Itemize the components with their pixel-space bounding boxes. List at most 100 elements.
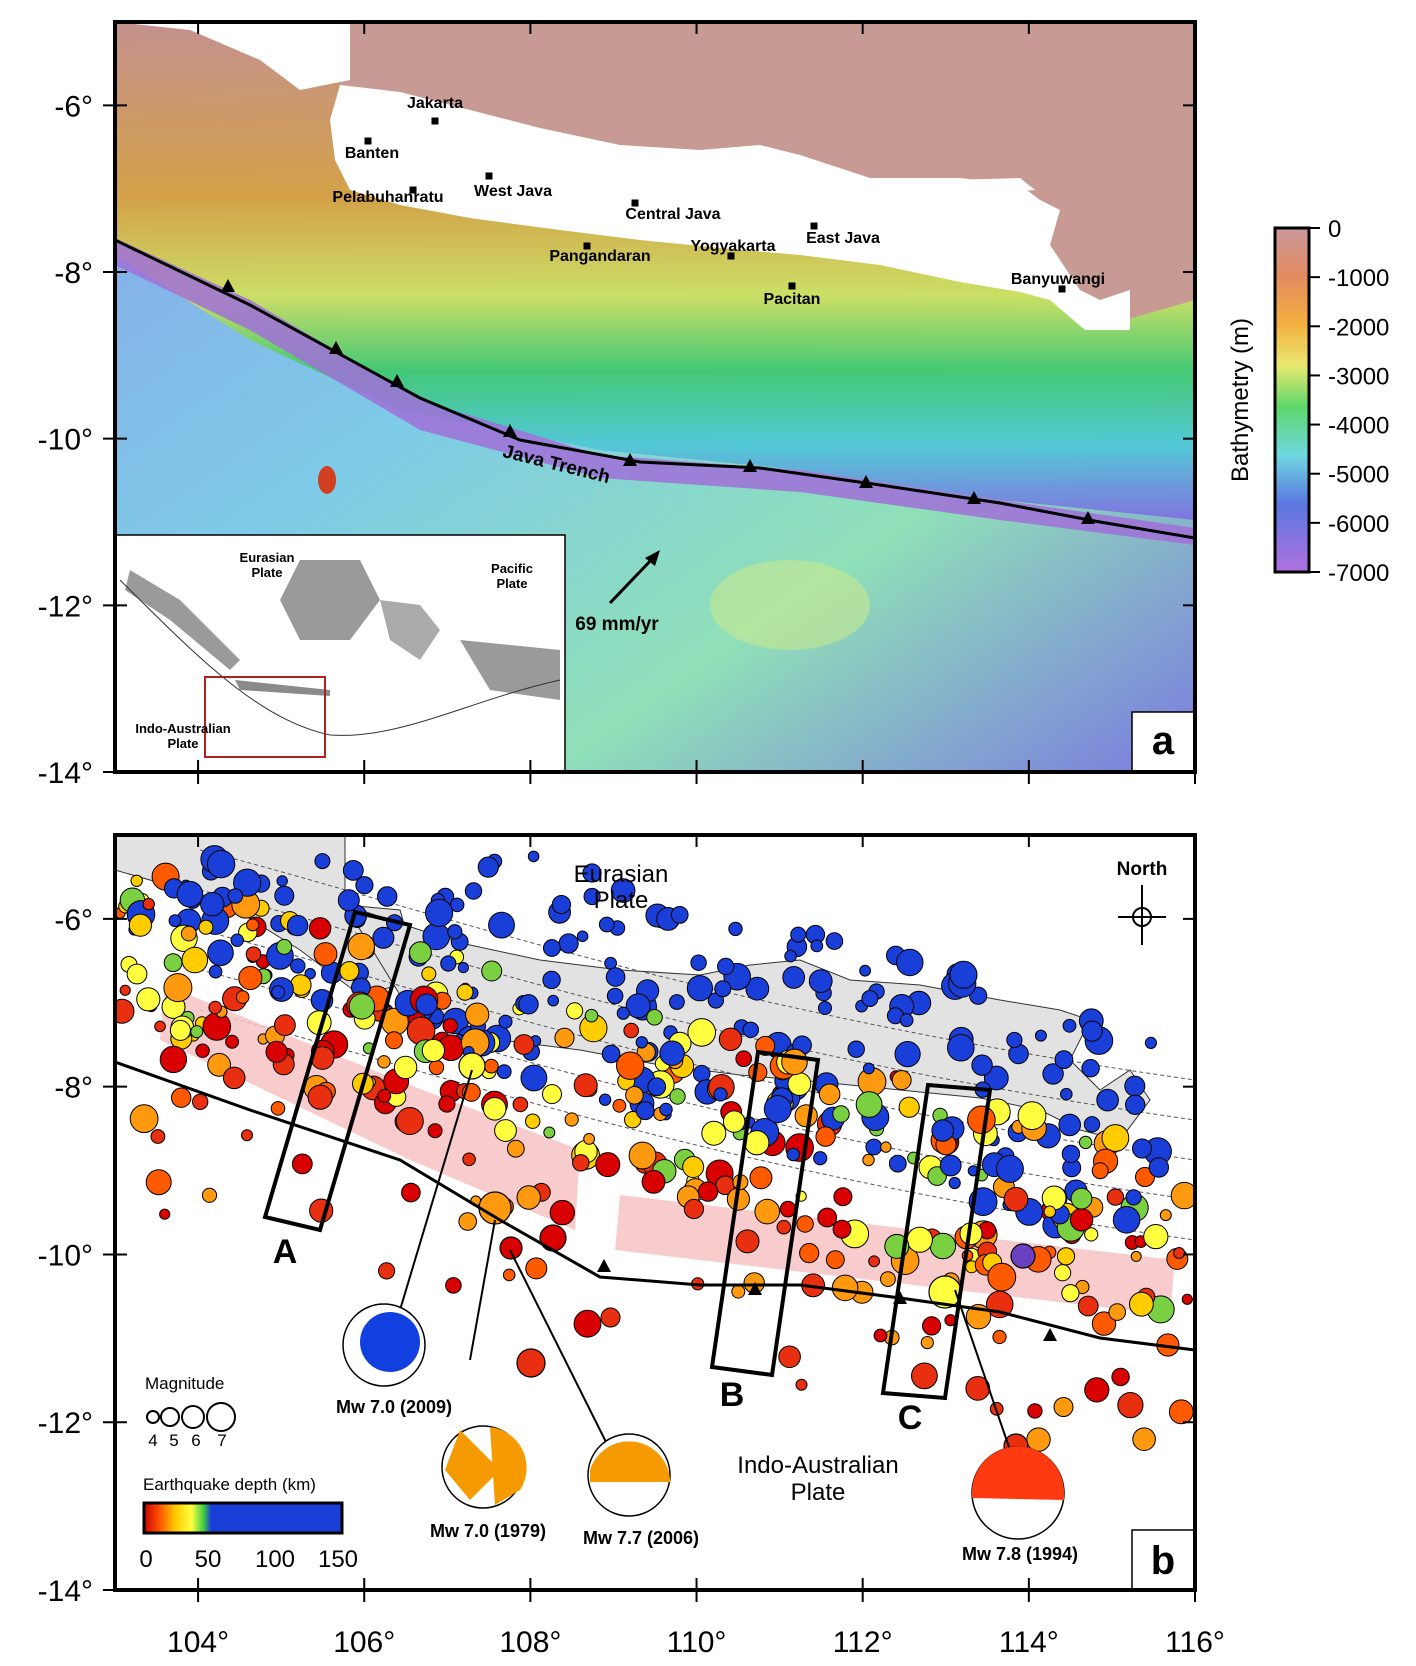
- city-label: Yogyakarta: [690, 238, 775, 255]
- city-marker: [631, 199, 639, 207]
- earthquake-epicenter: [238, 965, 263, 991]
- earthquake-epicenter: [898, 1096, 920, 1118]
- earthquake-epicenter: [150, 1129, 166, 1144]
- earthquake-epicenter: [180, 925, 197, 942]
- focal-label-2009: Mw 7.0 (2009): [336, 1397, 452, 1417]
- earthquake-epicenter: [831, 1274, 859, 1302]
- earthquake-epicenter: [1061, 1144, 1081, 1164]
- earthquake-epicenter: [1026, 1427, 1051, 1452]
- inset-java: [235, 680, 330, 696]
- earthquake-epicenter: [967, 1105, 996, 1135]
- earthquake-epicenter: [731, 1284, 746, 1299]
- depth-tick-0: 0: [139, 1546, 152, 1573]
- earthquake-epicenter: [348, 993, 376, 1020]
- earthquake-epicenter: [270, 1101, 286, 1116]
- earthquake-epicenter: [742, 1021, 759, 1039]
- earthquake-epicenter: [554, 1027, 575, 1049]
- earthquake-epicenter: [527, 850, 540, 863]
- earthquake-epicenter: [1168, 1399, 1194, 1425]
- earthquake-epicenter: [1062, 1018, 1077, 1033]
- box-label-a: A: [273, 1233, 298, 1271]
- mag-5: 5: [169, 1431, 178, 1450]
- earthquake-epicenter: [939, 1154, 962, 1177]
- earthquake-epicenter: [641, 1169, 666, 1194]
- earthquake-epicenter: [290, 958, 306, 974]
- earthquake-epicenter: [304, 968, 316, 980]
- earthquake-epicenter: [1053, 1397, 1074, 1417]
- earthquake-epicenter: [1130, 1250, 1142, 1262]
- lat-tick-label-b: -14°: [38, 1575, 93, 1608]
- inset-sulawesi: [380, 600, 440, 660]
- earthquake-epicenter: [542, 970, 561, 990]
- earthquake-epicenter: [612, 1098, 627, 1113]
- earthquake-epicenter: [922, 1316, 942, 1336]
- earthquake-epicenter: [1070, 1187, 1093, 1210]
- earthquake-epicenter: [624, 1111, 642, 1129]
- earthquake-epicenter: [195, 1043, 210, 1058]
- mag-6: 6: [191, 1431, 200, 1450]
- seamount-plateau: [710, 560, 870, 650]
- earthquake-epicenter: [494, 1119, 517, 1142]
- city-label: Banten: [345, 145, 399, 162]
- earthquake-epicenter: [833, 1187, 853, 1207]
- city-marker: [431, 117, 439, 125]
- earthquake-epicenter: [635, 1101, 655, 1121]
- earthquake-epicenter: [929, 1232, 957, 1260]
- earthquake-epicenter: [551, 895, 572, 915]
- earthquake-epicenter: [1069, 1208, 1094, 1232]
- earthquake-epicenter: [808, 969, 833, 993]
- earthquake-epicenter: [790, 926, 807, 943]
- earthquake-epicenter: [225, 1034, 240, 1049]
- earthquake-epicenter: [573, 1309, 602, 1338]
- trench-tooth: [329, 341, 343, 354]
- earthquake-epicenter: [126, 963, 148, 985]
- earthquake-epicenter: [502, 1268, 516, 1282]
- lat-tick-label-b: -12°: [38, 1407, 93, 1440]
- earthquake-epicenter: [894, 1041, 921, 1068]
- inset-borneo: [280, 560, 380, 640]
- earthquake-epicenter: [163, 973, 193, 1003]
- earthquake-epicenter: [176, 880, 204, 908]
- depth-ramp: [142, 1501, 344, 1535]
- depth-legend-title: Earthquake depth (km): [143, 1475, 316, 1494]
- earthquake-epicenter: [584, 1008, 599, 1023]
- earthquake-epicenter: [687, 1018, 717, 1047]
- earthquake-epicenter: [1148, 1157, 1170, 1178]
- earthquake-epicenter: [171, 1087, 192, 1108]
- earthquake-epicenter: [583, 887, 601, 906]
- beachball-2009: [342, 1303, 426, 1387]
- earthquake-epicenter: [245, 946, 262, 963]
- lat-tick-label-a: -14°: [38, 757, 93, 790]
- earthquake-epicenter: [781, 1048, 808, 1076]
- earthquake-epicenter: [862, 1153, 875, 1167]
- major-earthquake: [499, 1236, 523, 1260]
- earthquake-epicenter: [576, 930, 589, 943]
- inset-sumatra: [125, 570, 240, 670]
- inset-eurasian-line1: Eurasian: [240, 550, 295, 565]
- panel-a: Eurasian Plate Pacific Plate Indo-Austra…: [115, 22, 1195, 772]
- city-label: Banyuwangi: [1011, 271, 1105, 288]
- colorbar-title: Bathymetry (m): [1227, 318, 1254, 482]
- earthquake-epicenter: [190, 1025, 204, 1039]
- b-indo-line2: Plate: [791, 1479, 846, 1506]
- city-marker: [727, 252, 735, 260]
- panel-a-label: a: [1152, 719, 1175, 763]
- earthquake-epicenter: [859, 964, 871, 977]
- earthquake-epicenter: [543, 939, 561, 957]
- focal-label-1994: Mw 7.8 (1994): [962, 1544, 1078, 1564]
- earthquake-epicenter: [669, 994, 685, 1010]
- lon-tick-label: 112°: [833, 1626, 893, 1659]
- inset-study-area-box: [204, 676, 326, 758]
- earthquake-epicenter: [572, 1154, 590, 1172]
- axes-layer: 104° 106° 108° 110° 112° 114° 116° -6° -8° -10° -1…: [38, 22, 1225, 1659]
- lat-tick-label-a: -10°: [38, 424, 93, 457]
- pink-zone-west: [160, 985, 580, 1230]
- earthquake-epicenter: [635, 1036, 648, 1049]
- earthquake-epicenter: [169, 1019, 191, 1041]
- earthquake-epicenter: [1108, 1303, 1126, 1321]
- earthquake-epicenter: [456, 983, 474, 1001]
- city-marker: [485, 172, 493, 180]
- earthquake-epicenter: [891, 1070, 912, 1091]
- colorbar-tick-label: -6000: [1328, 511, 1389, 538]
- earthquake-epicenter: [1125, 1094, 1146, 1116]
